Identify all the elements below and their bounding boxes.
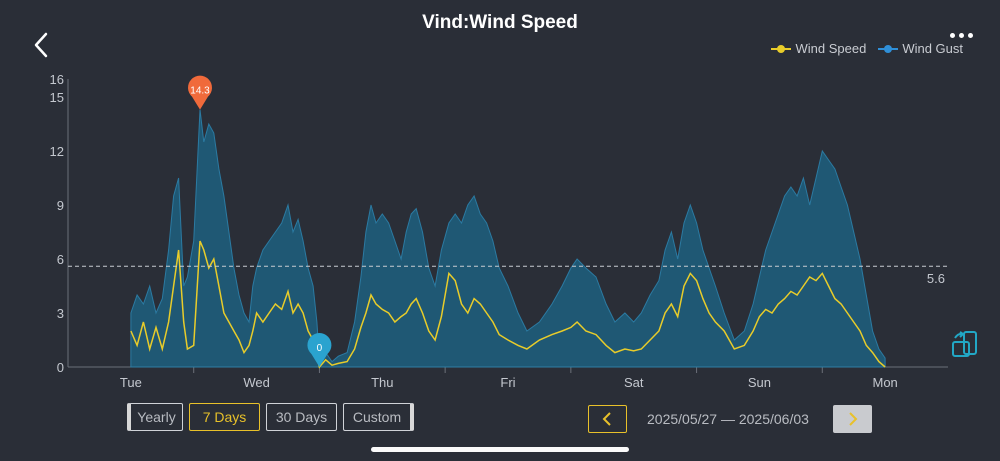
x-tick-label: Fri xyxy=(500,375,515,390)
more-button[interactable] xyxy=(946,33,976,43)
x-tick-label: Wed xyxy=(243,375,270,390)
range-7days-button[interactable]: 7 Days xyxy=(189,403,260,431)
chevron-left-icon xyxy=(602,412,611,426)
x-tick-label: Sun xyxy=(748,375,771,390)
range-selector: Yearly 7 Days 30 Days Custom xyxy=(127,403,414,431)
previous-range-button[interactable] xyxy=(588,405,627,433)
y-tick-label: 15 xyxy=(50,90,64,105)
y-tick-label: 9 xyxy=(57,198,64,213)
wind-speed-line xyxy=(130,240,886,369)
next-range-button[interactable] xyxy=(833,405,872,433)
range-custom-button[interactable]: Custom xyxy=(343,403,414,431)
wind-chart: 0 3 6 9 12 15 16 Tue Wed Thu Fri Sat Sun Mon 5.6 14.3 0 xyxy=(50,72,948,390)
chart-legend: Wind Speed Wind Gust xyxy=(771,41,963,56)
back-button[interactable] xyxy=(30,30,54,60)
reference-line-label: 5.6 xyxy=(927,271,945,286)
rotate-screen-button[interactable] xyxy=(950,330,980,360)
page-title: Vind:Wind Speed xyxy=(422,12,578,33)
y-tick-label: 16 xyxy=(50,72,64,87)
x-tick-label: Thu xyxy=(371,375,393,390)
home-indicator xyxy=(371,447,629,452)
x-tick-label: Mon xyxy=(872,375,897,390)
more-dots-icon xyxy=(950,33,955,38)
legend-wind-speed[interactable]: Wind Speed xyxy=(771,41,866,56)
min-marker-pin xyxy=(307,333,332,367)
y-tick-label: 3 xyxy=(57,306,64,321)
x-tick-label: Sat xyxy=(624,375,644,390)
rotate-screen-icon xyxy=(952,331,977,357)
min-marker-label: 0 xyxy=(317,343,323,354)
range-30days-button[interactable]: 30 Days xyxy=(266,403,337,431)
y-tick-label: 0 xyxy=(57,360,64,375)
chevron-left-icon xyxy=(34,32,48,58)
legend-wind-gust[interactable]: Wind Gust xyxy=(878,41,963,56)
y-tick-label: 6 xyxy=(57,252,64,267)
chevron-right-icon xyxy=(849,412,858,426)
date-range-label: 2025/05/27 — 2025/06/03 xyxy=(647,411,809,427)
legend-label: Wind Speed xyxy=(795,41,867,56)
range-yearly-button[interactable]: Yearly xyxy=(127,403,183,431)
max-marker-label: 14.3 xyxy=(190,86,210,97)
wind-gust-area xyxy=(130,109,886,368)
y-tick-label: 12 xyxy=(50,144,64,159)
x-tick-label: Tue xyxy=(120,375,142,390)
max-marker-pin xyxy=(188,75,212,110)
legend-label: Wind Gust xyxy=(902,41,963,56)
